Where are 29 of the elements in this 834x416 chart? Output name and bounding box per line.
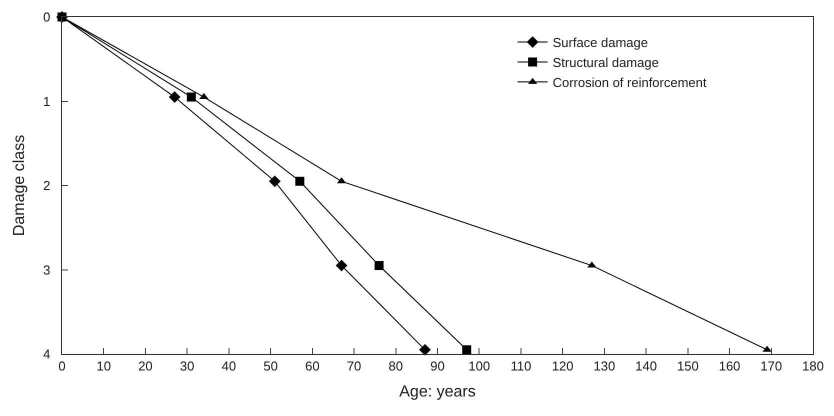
x-tick-label: 150: [676, 358, 699, 374]
x-tick-label: 70: [346, 358, 362, 374]
x-tick-label: 140: [635, 358, 657, 374]
y-tick-label: 4: [43, 346, 50, 362]
x-tick-label: 30: [180, 358, 194, 374]
x-tick-label: 120: [552, 358, 574, 374]
x-tick-label: 170: [760, 358, 782, 374]
x-tick-label: 160: [718, 358, 740, 374]
x-tick-label: 100: [468, 358, 490, 374]
x-tick-label: 10: [96, 358, 111, 374]
legend-label: Structural damage: [552, 55, 659, 70]
y-tick-label: 1: [43, 94, 50, 109]
x-tick-label: 60: [305, 358, 320, 374]
y-axis-title: Damage class: [11, 134, 28, 236]
x-tick-label: 90: [430, 358, 445, 374]
x-axis-title: Age: years: [399, 383, 476, 400]
x-tick-label: 20: [138, 358, 153, 374]
legend-label: Corrosion of reinforcement: [552, 74, 707, 90]
y-tick-label: 0: [43, 10, 50, 25]
x-tick-label: 40: [222, 358, 236, 374]
x-tick-label: 130: [594, 358, 616, 374]
x-tick-label: 80: [388, 358, 404, 374]
x-tick-label: 180: [802, 358, 824, 374]
legend-label: Surface damage: [552, 35, 648, 50]
x-tick-label: 0: [58, 358, 66, 374]
x-tick-label: 110: [510, 358, 532, 374]
y-tick-label: 2: [43, 178, 50, 194]
x-tick-label: 50: [263, 358, 278, 374]
y-tick-label: 3: [43, 262, 50, 278]
